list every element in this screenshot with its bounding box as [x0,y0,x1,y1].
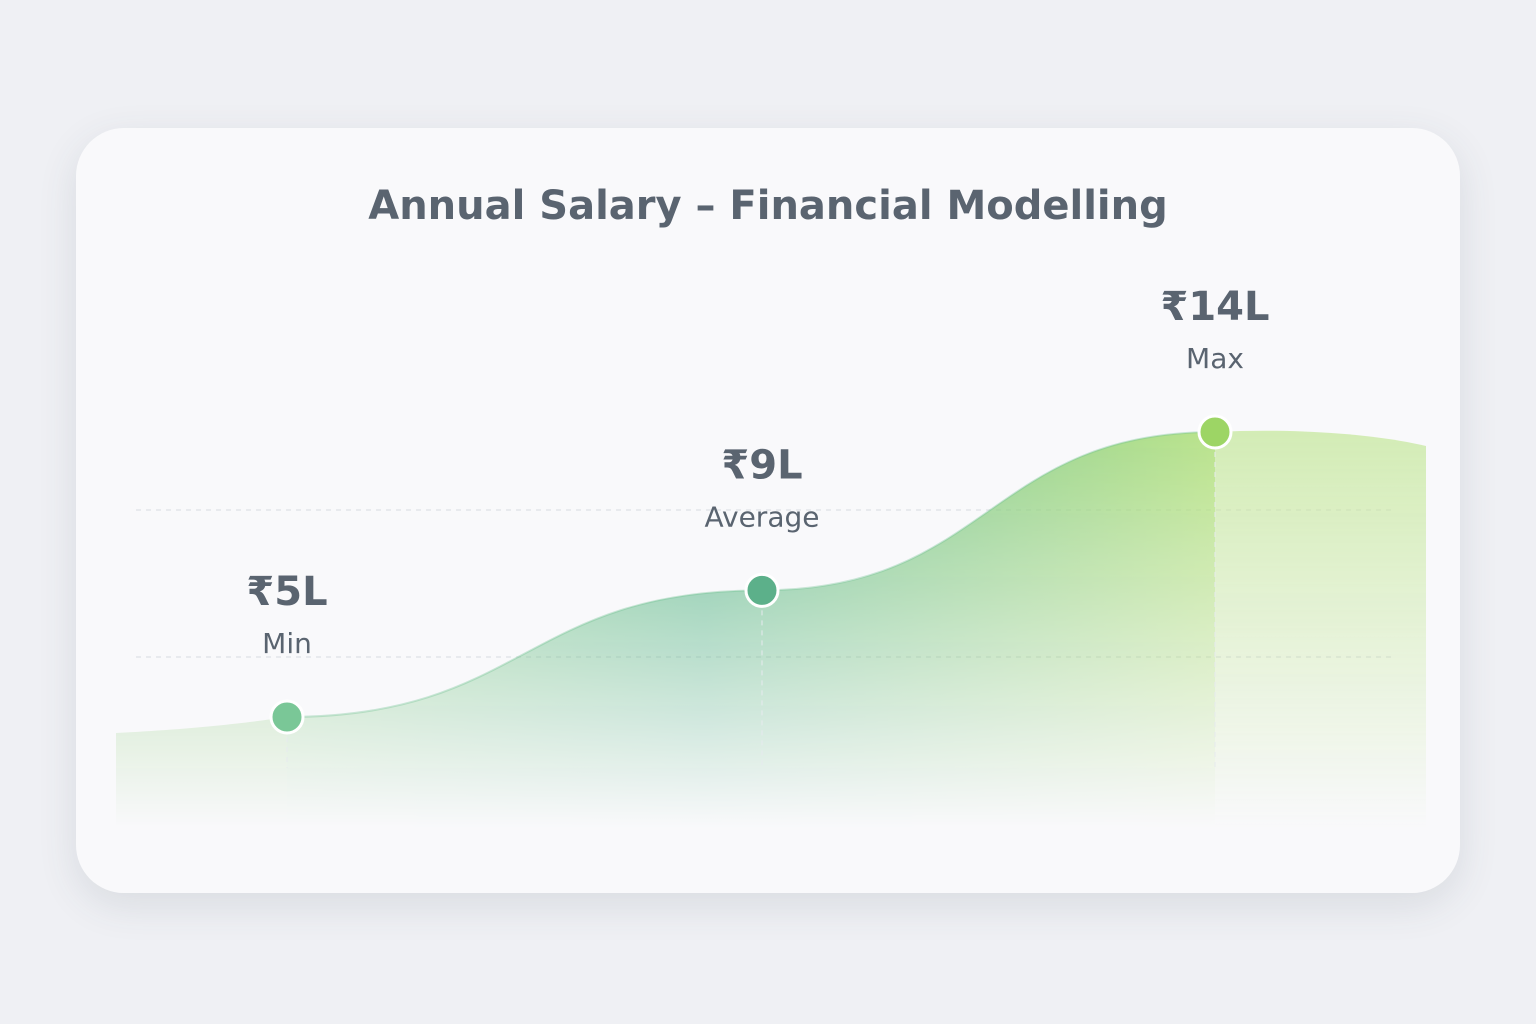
area-tail [116,717,287,893]
point [1197,414,1233,450]
marks: ₹5L Min ₹9L Average ₹14L Max [246,284,1269,768]
card: Annual Salary – Financial Modelling ₹5L M… [76,128,1460,893]
chart: Annual Salary – Financial Modelling ₹5L M… [116,183,1426,893]
category-label: Average [705,500,820,533]
chart-title: Annual Salary – Financial Modelling [368,183,1168,229]
point [269,699,305,735]
category-label: Min [262,627,312,660]
value-label: ₹5L [246,569,327,615]
area-tail [1215,430,1426,893]
area-group [116,430,1426,893]
value-label: ₹9L [721,442,802,488]
area [287,432,1215,893]
category-label: Max [1186,342,1244,375]
value-label: ₹14L [1161,284,1270,330]
point [744,572,780,608]
